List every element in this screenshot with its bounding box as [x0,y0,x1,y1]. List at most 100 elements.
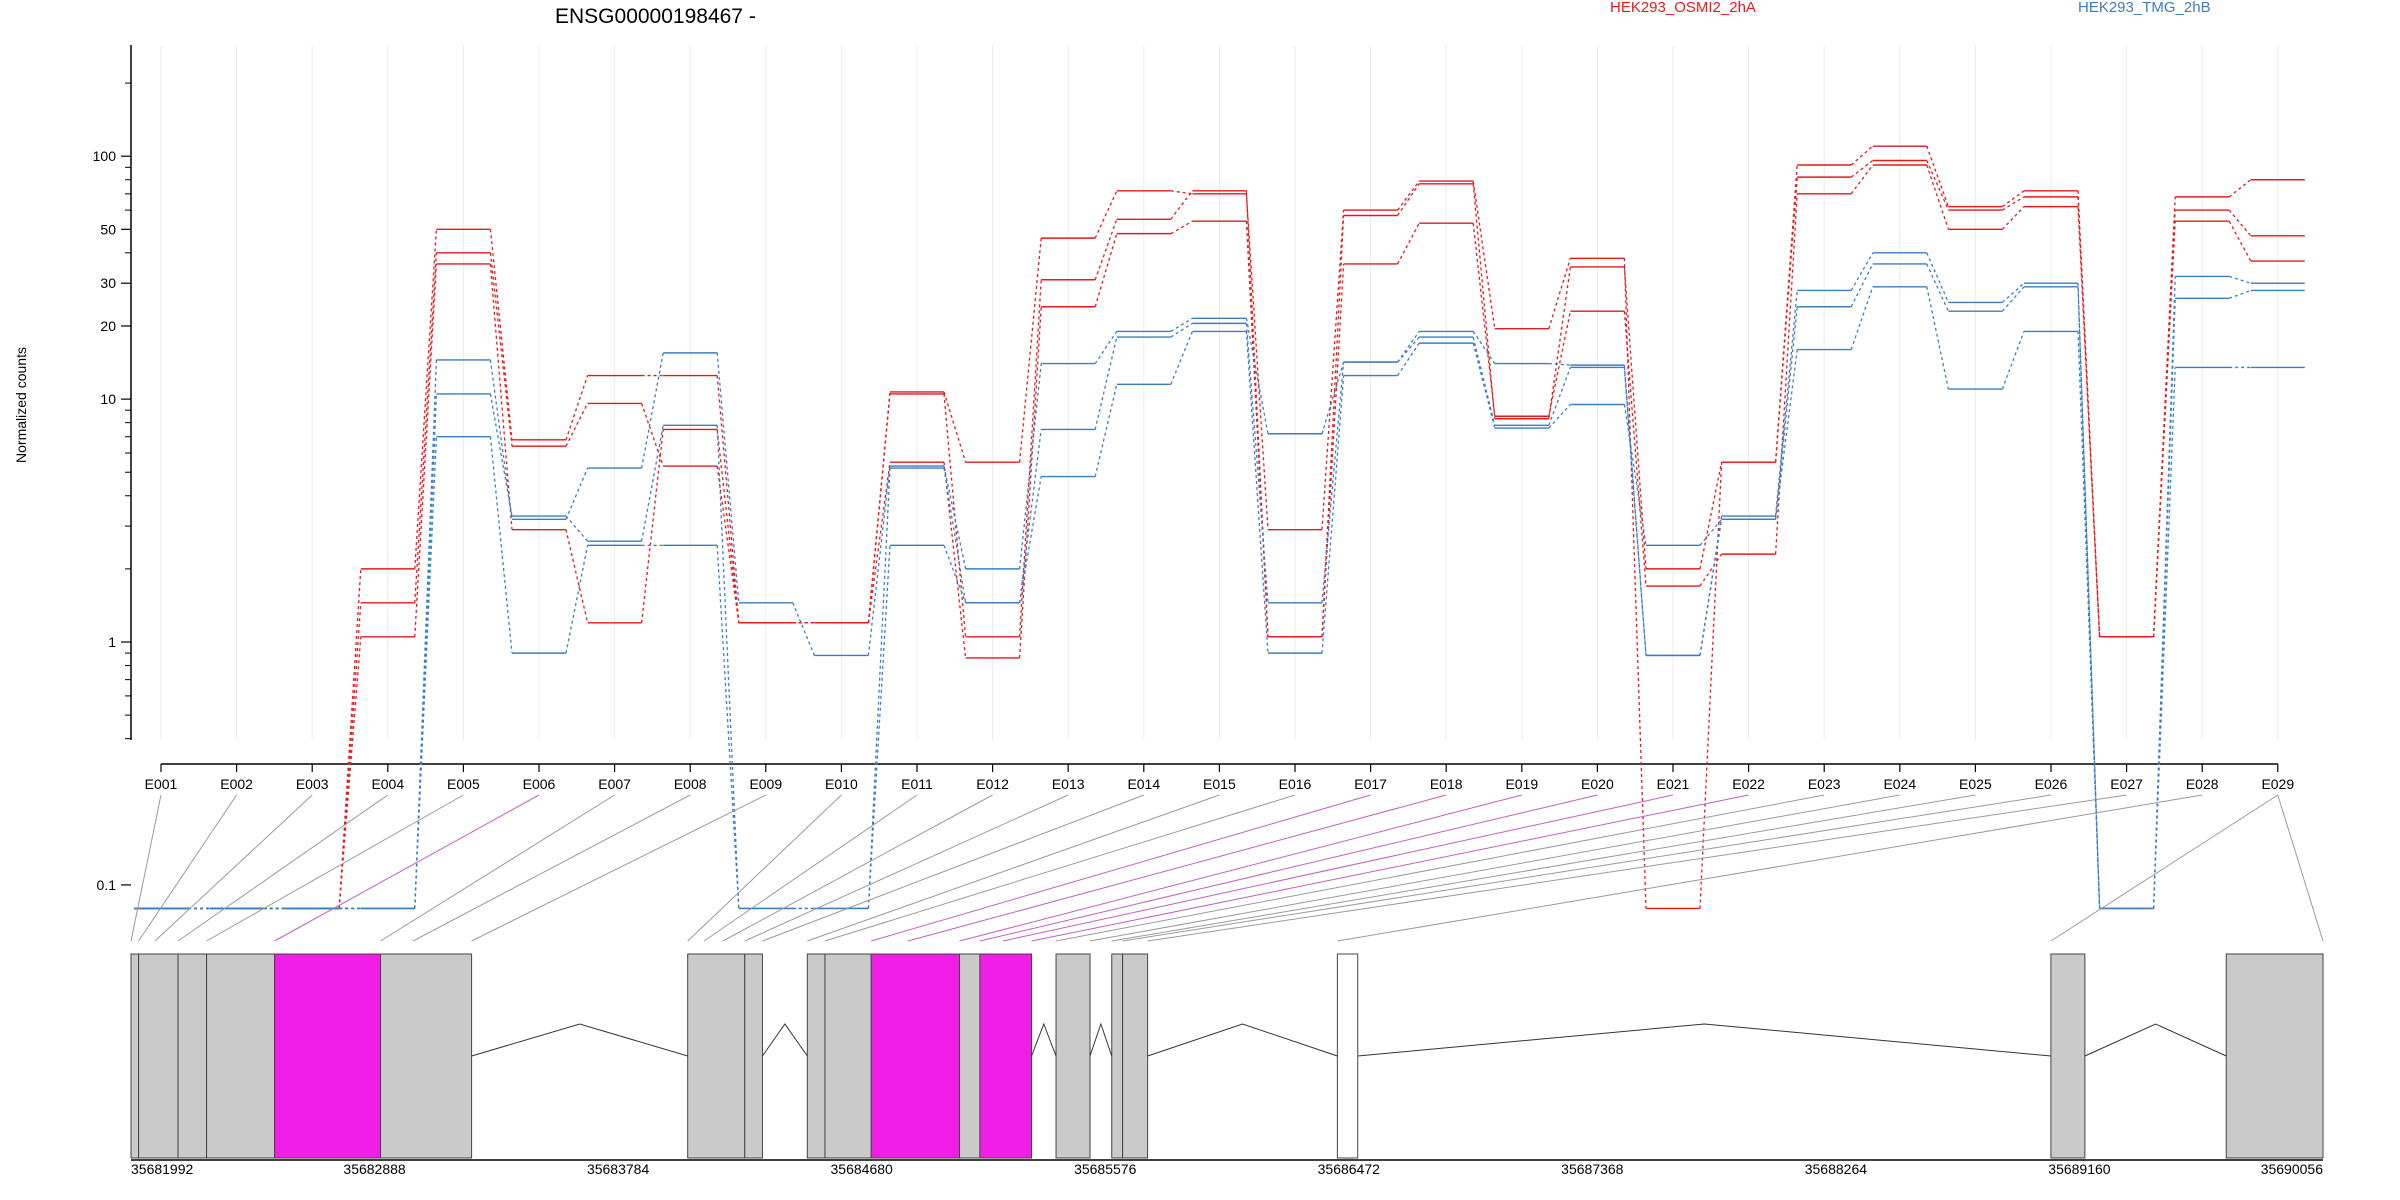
x-tick-label: E029 [2261,776,2294,792]
exon-block [979,953,1033,1159]
series-connector [489,229,513,440]
x-tick-label: E022 [1732,776,1765,792]
series-connector [2228,179,2252,198]
exon-block [1111,953,1124,1159]
exon-connector [412,794,691,942]
series-connector [338,602,362,909]
series-connector [943,467,967,603]
series-connector [716,352,740,603]
series-connector [1321,215,1345,637]
x-tick-label: E001 [145,776,178,792]
series-connector [2077,196,2101,637]
exon-block [380,953,473,1159]
x-tick-label: E017 [1354,776,1387,792]
series-connector [1926,263,1949,312]
series-connector [489,263,513,530]
series-connector [414,436,438,909]
genome-tick-label: 35687368 [1561,1161,1624,1177]
exon-connector [1031,794,1749,942]
series-connector [1699,462,1723,570]
series-connector [1170,322,1193,338]
series-connector [1170,190,1193,220]
series-lines [134,145,2305,910]
exon-connector [380,794,615,942]
series-connector [1321,362,1345,603]
y-tick-label: 20 [100,318,116,334]
series-connector [414,229,438,569]
series-connector [1094,384,1118,477]
intron-line [471,1023,688,1057]
series-connector [2002,190,2025,208]
series-connector [1623,365,1647,656]
series-connector [640,403,664,467]
series-connector [1850,286,1874,350]
exon-connector [687,794,842,942]
series-connector [1699,553,1723,587]
exon-connector [762,794,1144,942]
exon-connector [206,794,464,942]
series-connector [867,393,891,623]
series-connector [1926,164,1950,230]
series-connector [1774,290,1798,517]
intron-line [1031,1022,1057,1057]
x-tick-label: E018 [1430,776,1463,792]
series-connector [2001,331,2025,390]
exon-connector [1055,794,1825,942]
x-tick-label: E008 [674,776,707,792]
exon-connector [274,794,540,942]
series-connector [943,391,967,463]
series-connector [1623,367,1647,656]
series-connector [1018,429,1042,603]
series-connector [1094,336,1118,430]
series-connector [1245,331,1269,654]
series-connector [1699,515,1723,656]
series-connector [1850,164,1874,195]
series-connector [1926,286,1950,390]
series-connector [2228,209,2252,237]
exon-connector [138,794,238,942]
series-connector [716,425,740,909]
x-tick-label: E028 [2186,776,2219,792]
x-tick-label: E026 [2035,776,2068,792]
series-connector [943,462,967,658]
plot-grid [160,45,2279,740]
series-connector [2228,289,2252,299]
series-connector [489,252,513,447]
series-connector [1018,363,1042,569]
exon-connector [1147,794,2127,942]
x-tick-label: E021 [1657,776,1690,792]
series-connector [1472,183,1496,419]
series-connector [489,359,513,520]
y-tick-label: 50 [100,221,116,237]
genome-tick-label: 35685576 [1074,1161,1137,1177]
series-connector [1548,404,1571,429]
series-1 [134,159,2305,910]
series-connector [1245,190,1269,637]
series-connector [1018,476,1042,603]
exon-connector [824,794,1296,942]
series-connector [1548,266,1572,419]
series-connector [1926,160,1949,211]
exon-block [2225,953,2324,1159]
series-connector [2077,331,2101,909]
series-connector [2001,282,2025,303]
exon-connector [1002,794,1674,942]
series-5 [134,286,2305,910]
exon-block [1055,953,1091,1159]
exon-connector [471,794,767,942]
series-connector [1397,342,1420,376]
exon-block [206,953,276,1159]
exon-block [806,953,826,1159]
series-connector [1774,349,1798,520]
exon-block [1336,953,1359,1159]
series-connector [1094,331,1118,364]
exon-connector [1089,794,1900,942]
x-tick-label: E011 [901,776,933,792]
series-connector [2077,283,2101,909]
series-connector [1699,519,1723,656]
series-connector [1623,404,1647,546]
x-tick-label: E002 [220,776,253,792]
series-connector [2001,286,2025,312]
series-connector [1170,331,1194,385]
